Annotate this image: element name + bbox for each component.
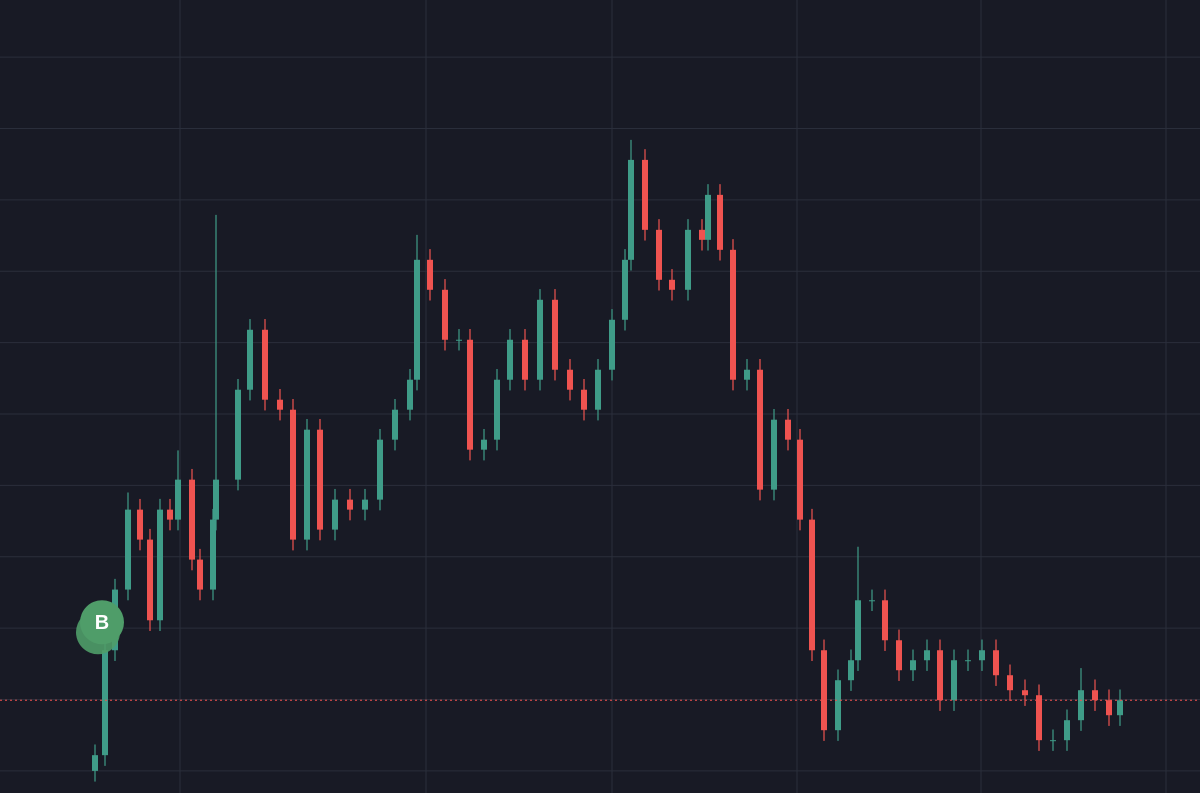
trade-marker: B xyxy=(76,600,124,655)
candle-body xyxy=(137,509,143,540)
candle-body xyxy=(552,299,558,370)
candle-body xyxy=(407,379,413,410)
candle-body xyxy=(332,499,338,530)
candle-body xyxy=(717,194,723,250)
candle-body xyxy=(213,479,219,520)
candle-body xyxy=(507,339,513,380)
candle-body xyxy=(937,650,943,701)
candle-body xyxy=(102,650,108,756)
candle-body xyxy=(669,279,675,290)
candle-body xyxy=(1117,700,1123,716)
candle-body xyxy=(362,499,368,510)
candle-body xyxy=(197,559,203,590)
candle-body xyxy=(757,369,763,490)
candle-body xyxy=(699,229,705,240)
candle-body xyxy=(304,429,310,540)
candle-body xyxy=(262,329,268,400)
candle-body xyxy=(290,409,296,540)
candle-body xyxy=(744,369,750,380)
candle-body xyxy=(1050,740,1056,742)
candle-body xyxy=(317,429,323,530)
candle-body xyxy=(642,159,648,230)
candle-body xyxy=(685,229,691,290)
candle-body xyxy=(581,389,587,410)
candle-body xyxy=(910,660,916,671)
candle-body xyxy=(797,439,803,520)
candle-body xyxy=(347,499,353,510)
marker-label: B xyxy=(95,612,109,634)
candle-body xyxy=(656,229,662,280)
candle-body xyxy=(427,259,433,290)
candle-body xyxy=(705,194,711,240)
candle-body xyxy=(869,600,875,602)
candle-body xyxy=(442,289,448,340)
candle-body xyxy=(835,680,841,731)
candle-body xyxy=(1078,690,1084,721)
candle-body xyxy=(730,249,736,380)
candle-body xyxy=(848,660,854,681)
candle-body xyxy=(855,600,861,661)
candle-body xyxy=(882,600,888,641)
candle-body xyxy=(924,650,930,661)
candle-body xyxy=(414,259,420,380)
candle-body xyxy=(1064,720,1070,741)
candle-body xyxy=(189,479,195,560)
candle-body xyxy=(993,650,999,676)
candle-body xyxy=(771,419,777,490)
candle-body xyxy=(979,650,985,661)
candle-body xyxy=(785,419,791,440)
candle-body xyxy=(157,509,163,621)
candle-body xyxy=(277,399,283,410)
candle-body xyxy=(522,339,528,380)
candle-body xyxy=(167,509,173,520)
candle-body xyxy=(175,479,181,520)
candle-body xyxy=(456,339,462,341)
candle-body xyxy=(235,389,241,480)
candle-body xyxy=(609,319,615,370)
candle-body xyxy=(125,509,131,590)
candle-body xyxy=(951,660,957,701)
candle-body xyxy=(537,299,543,380)
candle-body xyxy=(147,539,153,621)
candle-body xyxy=(1106,700,1112,716)
marker-circle xyxy=(80,600,124,645)
candle-body xyxy=(494,379,500,440)
candle-body xyxy=(1092,690,1098,701)
candle-body xyxy=(567,369,573,390)
candle-body xyxy=(965,660,971,662)
candle-body xyxy=(1022,690,1028,696)
candle-body xyxy=(809,519,815,651)
candle-body xyxy=(896,640,902,671)
candle-body xyxy=(481,439,487,450)
candle-body xyxy=(622,259,628,320)
candle-body xyxy=(595,369,601,410)
candle-body xyxy=(210,519,216,590)
candle-body xyxy=(1036,695,1042,741)
candle-body xyxy=(1007,675,1013,691)
candle-body xyxy=(821,650,827,731)
candle-body xyxy=(392,409,398,440)
candle-body xyxy=(92,755,98,771)
candle-body xyxy=(247,329,253,390)
candle-body xyxy=(628,159,634,260)
candle-body xyxy=(467,339,473,450)
candle-body xyxy=(377,439,383,500)
